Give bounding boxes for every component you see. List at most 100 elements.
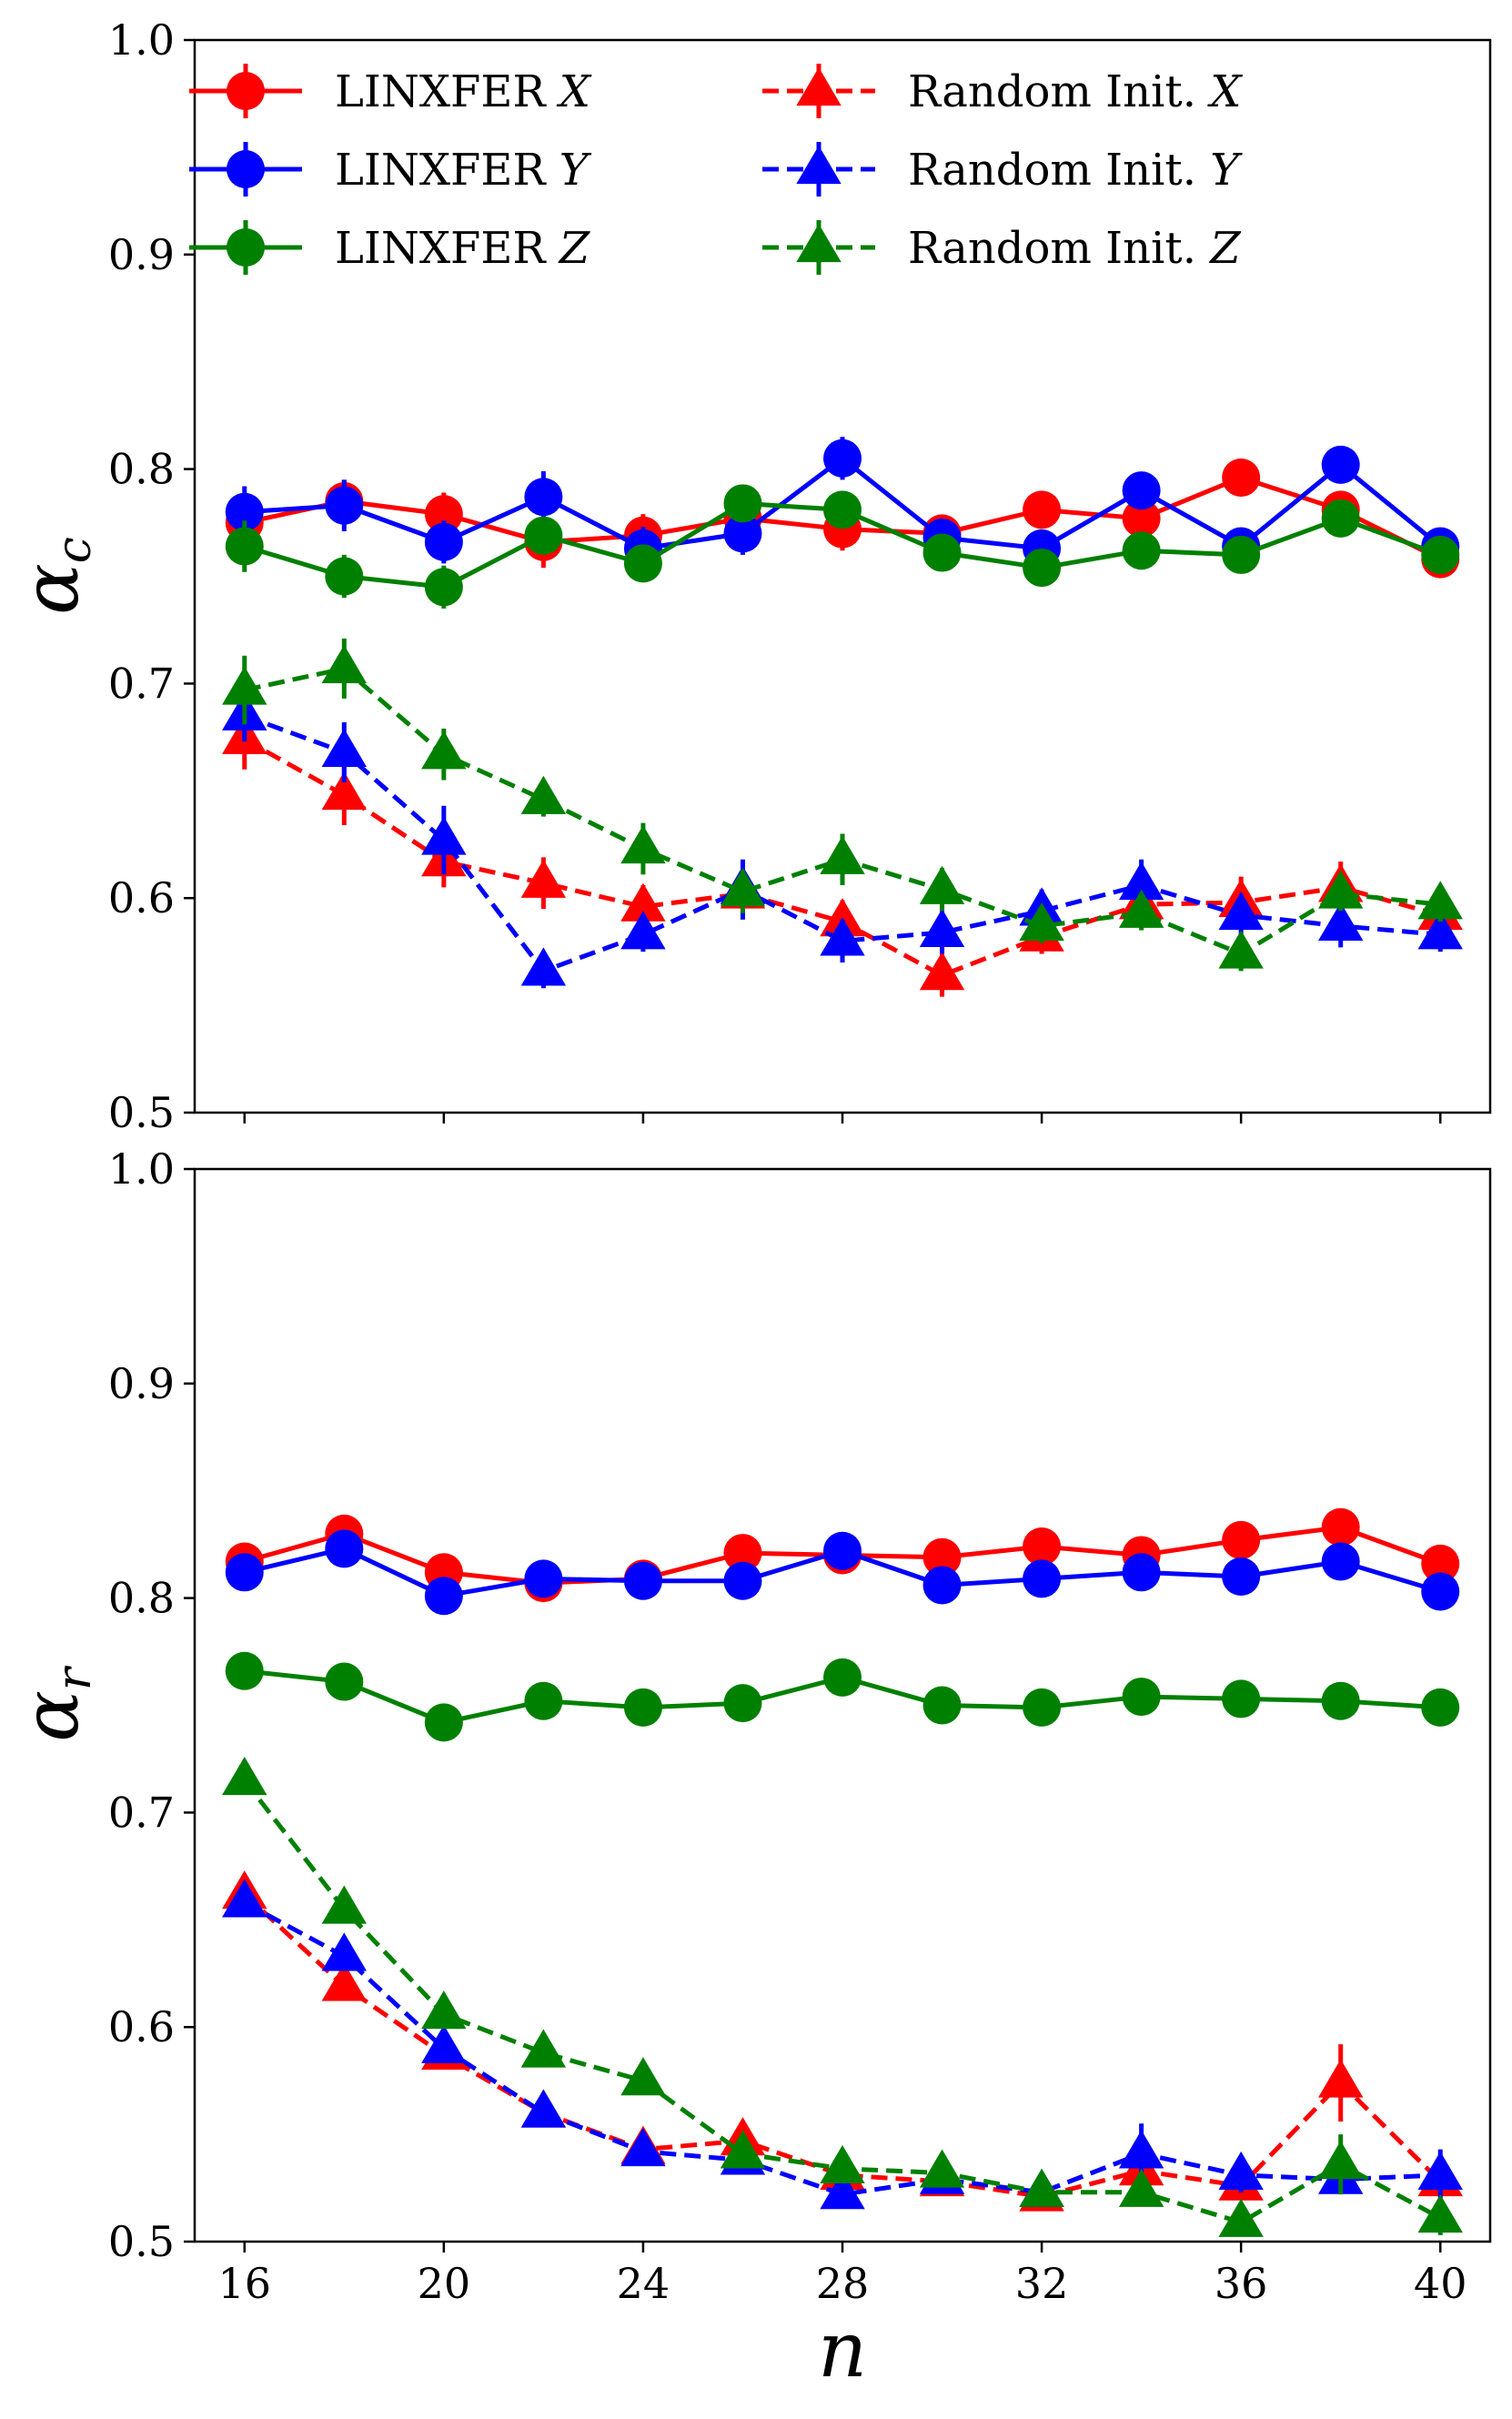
data-point bbox=[1417, 881, 1463, 920]
data-point bbox=[520, 2089, 567, 2128]
data-point bbox=[520, 2029, 567, 2068]
data-point bbox=[720, 2130, 766, 2169]
y-tick-label: 0.5 bbox=[108, 1088, 175, 1137]
data-point bbox=[421, 2024, 467, 2063]
y-tick-label: 0.6 bbox=[108, 873, 175, 922]
data-point bbox=[922, 1537, 962, 1577]
legend-label: LINXFER X bbox=[335, 66, 592, 117]
data-point bbox=[1321, 1507, 1360, 1547]
data-point bbox=[620, 882, 666, 922]
panel-bottom-yticks: 0.5 0.6 0.7 0.8 0.9 1.0 bbox=[108, 1144, 195, 2266]
y-tick-label: 0.5 bbox=[108, 2217, 175, 2266]
data-point bbox=[421, 1991, 467, 2030]
legend-label: LINXFER Y bbox=[335, 145, 592, 196]
data-point bbox=[1421, 1688, 1460, 1727]
data-point bbox=[325, 1662, 364, 1701]
data-point bbox=[820, 917, 865, 956]
data-point bbox=[1321, 499, 1360, 538]
data-point bbox=[823, 490, 862, 529]
data-point bbox=[225, 1651, 264, 1690]
data-point bbox=[1222, 1557, 1261, 1597]
data-point bbox=[623, 544, 662, 583]
legend-label-text: LINXFER bbox=[335, 66, 559, 117]
data-point bbox=[919, 865, 965, 904]
data-point bbox=[1023, 1527, 1062, 1567]
data-point bbox=[424, 495, 463, 534]
data-point bbox=[1321, 445, 1360, 484]
y-tick-label: 0.8 bbox=[108, 445, 175, 494]
data-point bbox=[520, 859, 567, 898]
data-point bbox=[225, 492, 264, 531]
data-point bbox=[1122, 499, 1161, 538]
data-point bbox=[820, 835, 865, 874]
legend-label-text: Random Init. bbox=[908, 223, 1210, 274]
data-point bbox=[1222, 535, 1261, 574]
data-point bbox=[421, 731, 467, 770]
data-point bbox=[620, 2057, 666, 2096]
data-point bbox=[325, 557, 364, 596]
data-point bbox=[922, 1686, 962, 1725]
data-point bbox=[723, 1534, 762, 1573]
legend-entry: Random Init. Y bbox=[762, 142, 1243, 197]
legend-label-text: LINXFER bbox=[335, 145, 559, 196]
data-point bbox=[1118, 889, 1164, 928]
panel-bottom-ylabel-main: α bbox=[6, 1690, 96, 1742]
panel-bottom-xticks: 16 20 24 28 32 36 40 bbox=[217, 2242, 1467, 2308]
data-point bbox=[922, 533, 962, 572]
data-point bbox=[1019, 902, 1064, 941]
x-tick-label: 36 bbox=[1215, 2259, 1268, 2308]
data-point bbox=[524, 1559, 563, 1598]
data-point bbox=[424, 568, 463, 607]
data-point bbox=[524, 516, 563, 555]
data-point bbox=[1421, 1544, 1460, 1583]
panel-bottom: 0.5 0.6 0.7 0.8 0.9 1.0 16 20 24 28 32 36 40 αr n bbox=[6, 1144, 1492, 2394]
series-linxfer-z bbox=[225, 484, 1460, 609]
data-point bbox=[1421, 1572, 1460, 1611]
legend-marker bbox=[796, 67, 842, 106]
legend-label-var: Z bbox=[558, 223, 591, 274]
data-point bbox=[919, 908, 965, 948]
data-point bbox=[524, 478, 563, 517]
data-point bbox=[723, 514, 762, 553]
legend-entry: Random Init. X bbox=[762, 64, 1243, 118]
data-point bbox=[424, 522, 463, 561]
series-linxfer-z bbox=[225, 1651, 1460, 1742]
data-point bbox=[1222, 1679, 1261, 1718]
legend-label-text: LINXFER bbox=[335, 223, 559, 274]
panel-bottom-plot bbox=[222, 1507, 1463, 2237]
data-point bbox=[321, 728, 368, 767]
data-point bbox=[225, 1553, 264, 1592]
data-point bbox=[1222, 459, 1261, 498]
y-tick-label: 1.0 bbox=[108, 1144, 175, 1194]
data-point bbox=[1122, 1553, 1161, 1592]
data-point bbox=[823, 1658, 862, 1697]
series-random-init-z bbox=[222, 638, 1463, 972]
legend-entry: LINXFER X bbox=[189, 64, 592, 118]
data-point bbox=[321, 1932, 368, 1971]
data-point bbox=[820, 2171, 865, 2210]
data-point bbox=[421, 816, 467, 855]
x-tick-label: 20 bbox=[418, 2259, 471, 2308]
data-point bbox=[723, 1684, 762, 1723]
data-point bbox=[723, 484, 762, 523]
data-point bbox=[922, 1566, 962, 1605]
legend-label-text: Random Init. bbox=[908, 145, 1210, 196]
data-point bbox=[1023, 1559, 1062, 1598]
data-point bbox=[1222, 1520, 1261, 1559]
series-linxfer-y bbox=[225, 1529, 1460, 1616]
data-point bbox=[225, 527, 264, 566]
data-point bbox=[321, 771, 368, 811]
data-point bbox=[1118, 2130, 1164, 2169]
data-point bbox=[1218, 2151, 1264, 2191]
legend-label-var: Z bbox=[1208, 223, 1242, 274]
data-point bbox=[1317, 902, 1364, 941]
data-point bbox=[820, 2144, 865, 2183]
data-point bbox=[520, 947, 567, 986]
panel-bottom-ylabel-sub: r bbox=[47, 1665, 102, 1690]
data-point bbox=[720, 868, 766, 907]
data-point bbox=[1019, 2168, 1064, 2207]
legend-label: LINXFER Z bbox=[335, 223, 591, 274]
legend-marker bbox=[796, 146, 842, 185]
